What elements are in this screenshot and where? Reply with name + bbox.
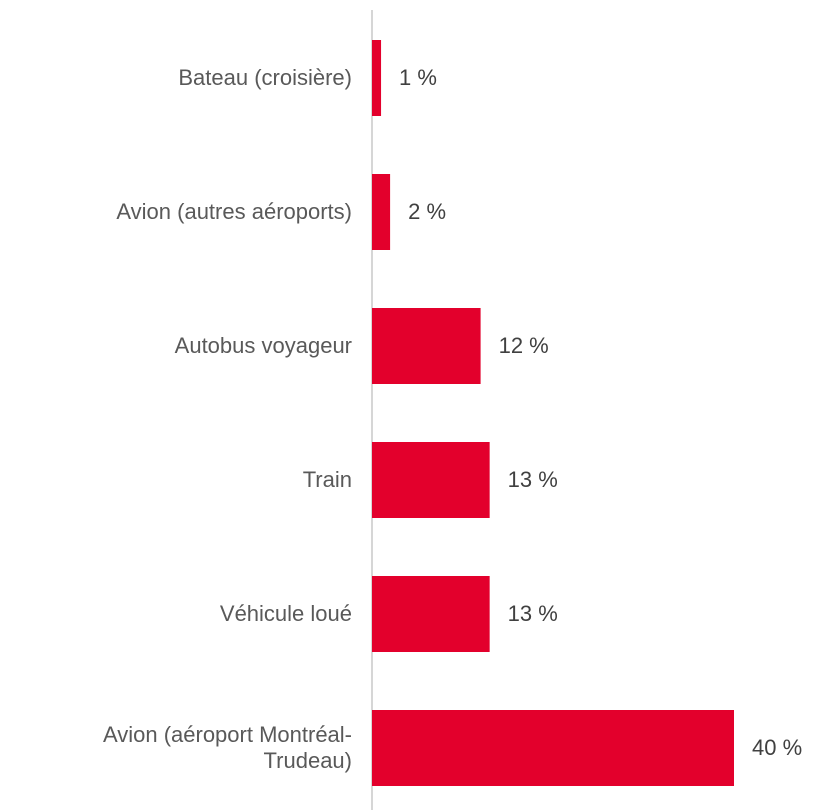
bar — [372, 576, 490, 652]
bar — [372, 308, 481, 384]
category-label: Véhicule loué — [219, 601, 352, 626]
value-label: 40 % — [752, 735, 802, 760]
category-label: Avion (autres aéroports) — [116, 199, 352, 224]
category-label: Train — [302, 467, 352, 492]
value-label: 2 % — [408, 199, 446, 224]
category-label: Avion (aéroport Montréal- Trudeau) — [102, 722, 352, 773]
category-label: Autobus voyageur — [174, 333, 352, 358]
bar — [372, 40, 382, 116]
bar — [372, 710, 734, 786]
value-label: 13 % — [508, 601, 558, 626]
value-label: 12 % — [499, 333, 549, 358]
value-label: 1 % — [399, 65, 437, 90]
category-label: Bateau (croisière) — [178, 65, 352, 90]
value-label: 13 % — [508, 467, 558, 492]
bar — [372, 174, 391, 250]
bar — [372, 442, 490, 518]
